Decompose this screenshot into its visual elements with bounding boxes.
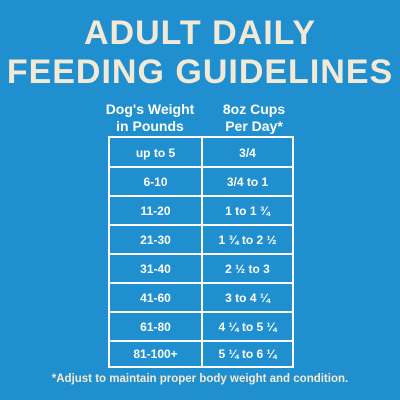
cups-cell: 5 ¼ to 6 ¼ <box>218 346 277 361</box>
weight-cell: 21-30 <box>140 232 171 247</box>
table-row: 6-10 3/4 to 1 <box>110 167 292 196</box>
table-row: 21-30 1 ¾ to 2 ½ <box>110 225 292 254</box>
table-row: 61-80 4 ¼ to 5 ¼ <box>110 312 292 341</box>
weight-cell: 31-40 <box>140 261 171 276</box>
table-row-divider <box>110 253 292 255</box>
table-row: 31-40 2 ½ to 3 <box>110 254 292 283</box>
weight-cell: 81-100+ <box>133 346 178 361</box>
cups-cell: 3/4 <box>239 145 256 160</box>
table-column-divider <box>201 138 203 366</box>
table-row: 81-100+ 5 ¼ to 6 ¼ <box>110 339 292 368</box>
table-row-divider <box>110 166 292 168</box>
table-row: up to 5 3/4 <box>110 138 292 167</box>
cups-cell: 3/4 to 1 <box>226 174 269 189</box>
weight-cell: 11-20 <box>140 203 171 218</box>
table-row: 41-60 3 to 4 ¼ <box>110 283 292 312</box>
table-row-divider <box>110 282 292 284</box>
column-header-cups-line2: Per Day* <box>225 118 283 134</box>
column-header-cups: 8oz Cups Per Day* <box>204 101 304 135</box>
cups-cell: 4 ¼ to 5 ¼ <box>218 319 277 334</box>
column-header-cups-line1: 8oz Cups <box>222 101 286 117</box>
table-row: 11-20 1 to 1 ¾ <box>110 196 292 225</box>
cups-cell: 3 to 4 ¼ <box>225 290 270 305</box>
table-row-divider <box>110 195 292 197</box>
table-row-divider <box>110 340 292 342</box>
table-row-divider <box>110 224 292 226</box>
feeding-table: up to 5 3/4 6-10 3/4 to 1 11-20 1 to 1 ¾… <box>108 136 294 368</box>
column-header-weight: Dog's Weight in Pounds <box>96 101 204 135</box>
cups-cell: 1 to 1 ¾ <box>225 203 270 218</box>
page-title-line1: ADULT DAILY <box>84 14 316 52</box>
footnote: *Adjust to maintain proper body weight a… <box>51 373 349 385</box>
weight-cell: 41-60 <box>140 290 171 305</box>
page-title-line2: FEEDING GUIDELINES <box>6 53 394 91</box>
column-header-weight-line2: in Pounds <box>116 118 184 134</box>
cups-cell: 1 ¾ to 2 ½ <box>218 232 277 247</box>
weight-cell: up to 5 <box>135 145 176 160</box>
weight-cell: 6-10 <box>143 174 168 189</box>
column-header-weight-line1: Dog's Weight <box>105 101 195 117</box>
weight-cell: 61-80 <box>140 319 171 334</box>
cups-cell: 2 ½ to 3 <box>225 261 270 276</box>
table-row-divider <box>110 311 292 313</box>
